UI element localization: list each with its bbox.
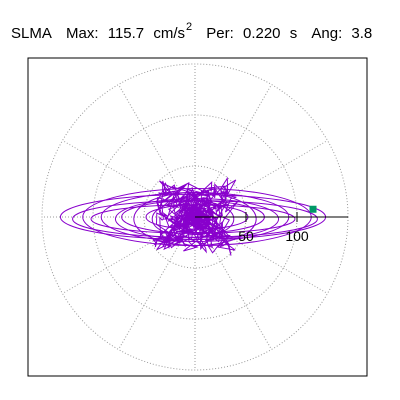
per-value: 0.220 <box>242 25 281 42</box>
max-unit: cm/s <box>153 25 185 42</box>
max-unit-exponent: 2 <box>186 21 193 33</box>
radial-tick-label: 50 <box>238 228 254 244</box>
peak-marker <box>309 205 317 213</box>
motion-traces <box>59 176 327 256</box>
max-value: 115.7 <box>107 25 145 42</box>
trace-ellipse <box>133 191 257 247</box>
plot-frame <box>27 57 368 377</box>
station-name: SLMA <box>11 25 52 42</box>
ang-value: 3.8 <box>351 25 373 42</box>
per-label: Per: <box>206 25 234 42</box>
ang-label: Ang: <box>311 25 343 42</box>
trace-core <box>152 176 239 256</box>
title-bar: SLMA Max: 115.7 cm/s2 Per: 0.220 s Ang: … <box>11 12 372 42</box>
radial-tick-label: 100 <box>285 228 309 244</box>
per-unit: s <box>289 25 298 42</box>
max-label: Max: <box>66 25 99 42</box>
peak-marker-group <box>309 205 317 213</box>
axes <box>195 212 348 222</box>
tick-labels: 50 100 <box>238 228 309 244</box>
